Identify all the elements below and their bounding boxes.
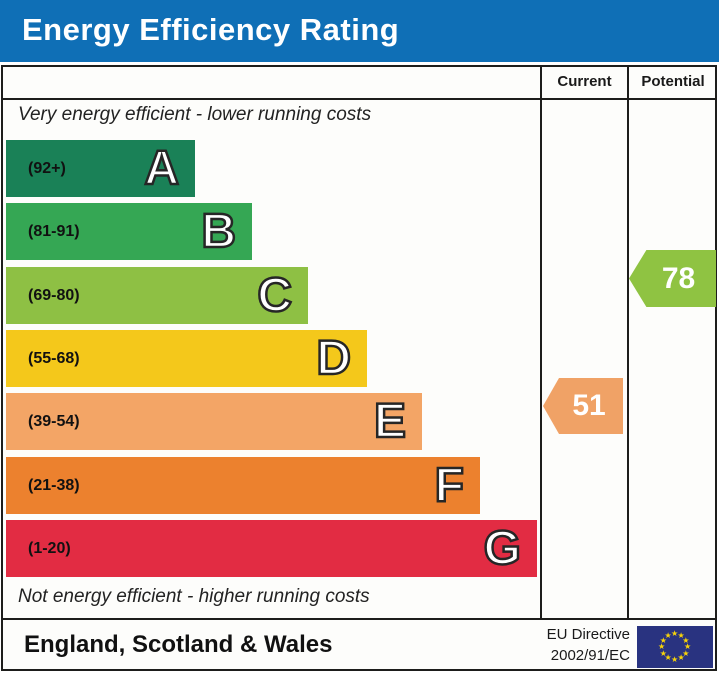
- eu-star-icon: ★: [682, 635, 690, 645]
- eu-star-icon: ★: [682, 648, 690, 658]
- band-range-label: (81-91): [28, 222, 80, 240]
- eu-star-icon: ★: [659, 635, 667, 645]
- footer-region-label: England, Scotland & Wales: [24, 631, 333, 658]
- column-header-current: Current: [557, 73, 612, 90]
- band-row-a: (92+) A: [6, 140, 195, 197]
- eu-star-icon: ★: [671, 629, 679, 638]
- band-row-g: (1-20) G: [6, 520, 537, 577]
- potential-rating-value: 78: [661, 261, 696, 295]
- band-letter: E: [373, 394, 408, 448]
- current-rating-arrow: 51: [543, 378, 623, 434]
- eu-directive-line1: EU Directive: [546, 626, 630, 643]
- eu-star-icon: ★: [664, 653, 672, 663]
- footer-row-divider: [1, 618, 717, 620]
- band-letter: C: [256, 268, 293, 322]
- band-row-b: (81-91) B: [6, 203, 252, 260]
- band-range-label: (39-54): [28, 412, 80, 430]
- current-rating-value: 51: [572, 389, 606, 422]
- column-header-potential: Potential: [641, 73, 705, 90]
- eu-star-icon: ★: [659, 648, 667, 658]
- page-title: Energy Efficiency Rating: [22, 12, 400, 47]
- eu-star-icon: ★: [664, 630, 672, 640]
- column-divider-potential: [627, 65, 629, 618]
- eu-star-icon: ★: [684, 642, 692, 651]
- band-range-label: (1-20): [28, 539, 71, 557]
- eu-star-icon: ★: [677, 630, 685, 640]
- band-range-label: (92+): [28, 159, 66, 177]
- column-divider-current: [540, 65, 542, 618]
- eu-star-icon: ★: [671, 655, 679, 664]
- band-letter: G: [482, 521, 522, 575]
- band-row-d: (55-68) D: [6, 330, 367, 387]
- eu-star-icon: ★: [677, 653, 685, 663]
- band-letter: A: [143, 141, 180, 195]
- band-letter: B: [200, 204, 237, 258]
- potential-rating-arrow: 78: [629, 250, 716, 307]
- top-note: Very energy efficient - lower running co…: [18, 104, 372, 125]
- band-row-e: (39-54) E: [6, 393, 422, 450]
- title-bar: Energy Efficiency Rating: [0, 0, 719, 62]
- eu-star-icon: ★: [658, 642, 666, 651]
- band-letter: D: [315, 331, 352, 385]
- bottom-note: Not energy efficient - higher running co…: [18, 586, 370, 607]
- band-range-label: (69-80): [28, 286, 80, 304]
- header-row-divider: [1, 98, 717, 100]
- band-range-label: (21-38): [28, 476, 80, 494]
- band-row-c: (69-80) C: [6, 267, 308, 324]
- band-range-label: (55-68): [28, 349, 80, 367]
- band-row-f: (21-38) F: [6, 457, 480, 514]
- eu-flag: ★ ★ ★ ★ ★ ★ ★ ★ ★ ★ ★ ★: [637, 626, 713, 668]
- band-letter: F: [433, 458, 465, 512]
- eu-directive-line2: 2002/91/EC: [550, 647, 630, 664]
- eu-directive-label: EU Directive 2002/91/EC: [500, 624, 630, 666]
